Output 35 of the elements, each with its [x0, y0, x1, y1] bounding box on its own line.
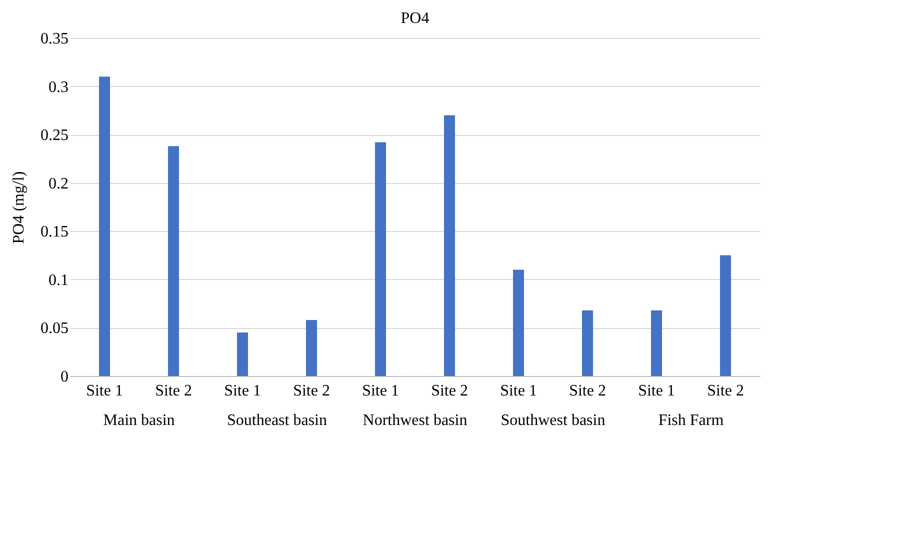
bar: [99, 76, 110, 376]
x-tick-label: Site 1: [86, 382, 123, 400]
y-tick-label: 0.35: [40, 30, 68, 48]
y-tick-label: 0.25: [40, 127, 68, 144]
y-tick-label: 0.2: [48, 175, 68, 192]
y-axis-title: PO4 (mg/l): [10, 171, 28, 244]
bar: [720, 255, 731, 376]
y-tick-label: 0: [60, 368, 68, 386]
y-tick-label: 0.3: [48, 78, 68, 96]
text: Northwest basin: [362, 412, 468, 429]
x-tick-label: Site 2: [293, 382, 330, 400]
bar: [168, 146, 179, 376]
bar: [306, 320, 317, 376]
x-tick-label: Site 2: [155, 382, 192, 400]
x-tick-label: Site 2: [569, 382, 606, 400]
x-tick-label: Site 1: [500, 382, 537, 400]
x-tick-label: Site 2: [431, 382, 468, 400]
bar: [444, 115, 455, 376]
text: Main basin: [103, 412, 175, 429]
text: Fish Farm: [658, 412, 724, 429]
y-tick-label: 0.1: [48, 272, 68, 289]
x-tick-label: Site 1: [362, 382, 399, 400]
bar: [513, 270, 524, 376]
x-tick-label: Site 1: [224, 382, 261, 400]
text: Southwest basin: [500, 412, 606, 429]
bar: [375, 142, 386, 376]
x-tick-label: Site 2: [707, 382, 744, 400]
bar: [582, 310, 593, 376]
bar: [237, 332, 248, 376]
bar: [651, 310, 662, 376]
chart-title: PO4: [400, 10, 430, 27]
x-tick-label: Site 1: [638, 382, 675, 400]
y-tick-label: 0.15: [40, 224, 68, 241]
text: Southeast basin: [227, 412, 327, 429]
y-tick-label: 0.05: [40, 320, 68, 338]
